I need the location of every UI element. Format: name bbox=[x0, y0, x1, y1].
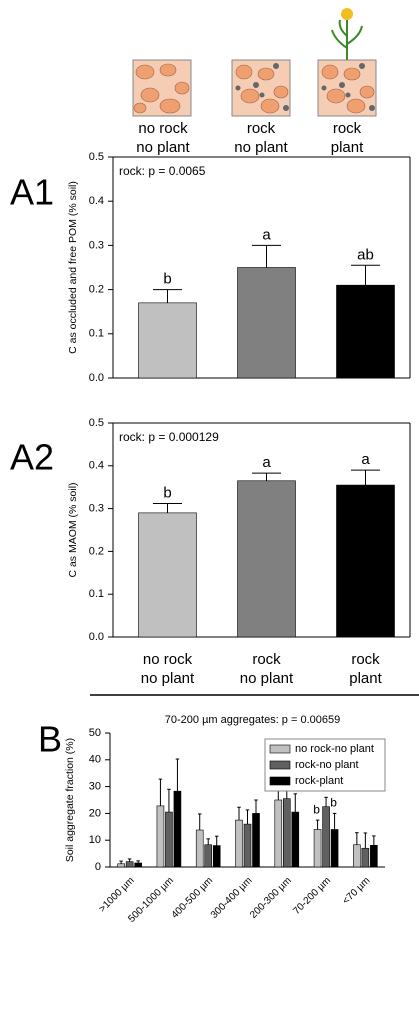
significance-letter: b bbox=[163, 484, 171, 501]
y-tick-label: 0 bbox=[95, 861, 101, 873]
y-tick-label: 10 bbox=[89, 834, 101, 846]
bar bbox=[138, 512, 197, 638]
bar bbox=[237, 480, 296, 638]
legend-label: rock-plant bbox=[295, 775, 343, 787]
x-tick-label: rock plant bbox=[349, 651, 382, 687]
y-tick-label: 0.0 bbox=[89, 631, 104, 643]
x-tick-label: no rock no plant bbox=[140, 651, 195, 687]
y-tick-label: 0.2 bbox=[89, 284, 104, 296]
annotation: rock: p = 0.0065 bbox=[119, 164, 206, 178]
bar bbox=[274, 799, 283, 868]
bar bbox=[282, 798, 291, 868]
bar bbox=[195, 829, 204, 868]
significance-letter: ab bbox=[357, 246, 374, 263]
significance-letter: b bbox=[330, 796, 337, 810]
bar bbox=[117, 863, 125, 868]
bar bbox=[336, 284, 395, 379]
y-tick-label: 30 bbox=[89, 781, 101, 793]
bar bbox=[330, 829, 339, 868]
bar bbox=[125, 861, 134, 868]
legend-label: no rock-no plant bbox=[295, 743, 374, 755]
bar bbox=[313, 829, 322, 868]
bar bbox=[156, 805, 165, 868]
bar bbox=[235, 819, 243, 868]
y-tick-label: 0.5 bbox=[89, 151, 104, 163]
y-tick-label: 40 bbox=[89, 754, 101, 766]
bar bbox=[165, 811, 173, 868]
y-tick-label: 20 bbox=[89, 807, 101, 819]
bar bbox=[322, 806, 330, 868]
illustration-label: rock no plant bbox=[234, 120, 288, 156]
y-tick-label: 0.2 bbox=[89, 545, 104, 557]
legend-swatch bbox=[269, 776, 291, 786]
y-tick-label: 0.3 bbox=[89, 239, 104, 251]
legend-swatch bbox=[269, 744, 291, 754]
x-tick-label: 70-200 µm bbox=[291, 875, 333, 917]
y-tick-label: 0.0 bbox=[89, 372, 104, 384]
illustration-label: rock plant bbox=[330, 120, 364, 156]
x-tick-label: >1000 µm bbox=[97, 875, 137, 915]
y-tick-label: 0.1 bbox=[89, 588, 104, 600]
y-tick-label: 0.4 bbox=[89, 195, 104, 207]
significance-letter: b bbox=[163, 271, 171, 288]
significance-letter: a bbox=[262, 226, 271, 243]
annotation: rock: p = 0.000129 bbox=[119, 430, 219, 444]
legend-swatch bbox=[269, 760, 291, 770]
panel-label: A1 bbox=[10, 172, 54, 213]
y-axis-label: C as occluded and free POM (% soil) bbox=[67, 181, 79, 354]
bar bbox=[252, 813, 260, 868]
bar bbox=[212, 845, 221, 868]
significance-letter: b bbox=[313, 802, 320, 816]
bar bbox=[336, 484, 395, 638]
bar bbox=[237, 267, 296, 379]
bar bbox=[204, 844, 213, 868]
panel-label: B bbox=[38, 719, 62, 760]
flower bbox=[341, 8, 353, 20]
y-tick-label: 0.3 bbox=[89, 503, 104, 515]
x-tick-label: 400-500 µm bbox=[170, 875, 216, 921]
x-tick-label: 300-400 µm bbox=[209, 875, 255, 921]
illustration bbox=[132, 8, 377, 117]
y-tick-label: 0.1 bbox=[89, 328, 104, 340]
chart-title: 70-200 µm aggregates: p = 0.00659 bbox=[165, 714, 340, 726]
significance-letter: a bbox=[361, 451, 370, 468]
bar bbox=[353, 844, 361, 868]
panel-label: A2 bbox=[10, 437, 54, 478]
illustration-label: no rock no plant bbox=[136, 120, 190, 156]
y-tick-label: 50 bbox=[89, 727, 101, 739]
y-axis-label: Soil aggregate fraction (%) bbox=[64, 738, 76, 862]
significance-letter: a bbox=[262, 454, 271, 471]
bar bbox=[370, 844, 378, 868]
bar bbox=[361, 847, 370, 868]
y-tick-label: 0.4 bbox=[89, 460, 104, 472]
y-tick-label: 0.5 bbox=[89, 417, 104, 429]
bar bbox=[243, 823, 252, 868]
x-tick-label: <70 µm bbox=[341, 875, 373, 907]
bar bbox=[173, 790, 182, 868]
y-axis-label: C as MAOM (% soil) bbox=[67, 482, 79, 577]
bar bbox=[134, 862, 142, 868]
legend-label: rock-no plant bbox=[295, 759, 359, 771]
bar bbox=[138, 302, 197, 379]
bar bbox=[291, 811, 300, 868]
x-tick-label: rock no plant bbox=[239, 651, 294, 687]
x-tick-label: 200-300 µm bbox=[248, 875, 294, 921]
